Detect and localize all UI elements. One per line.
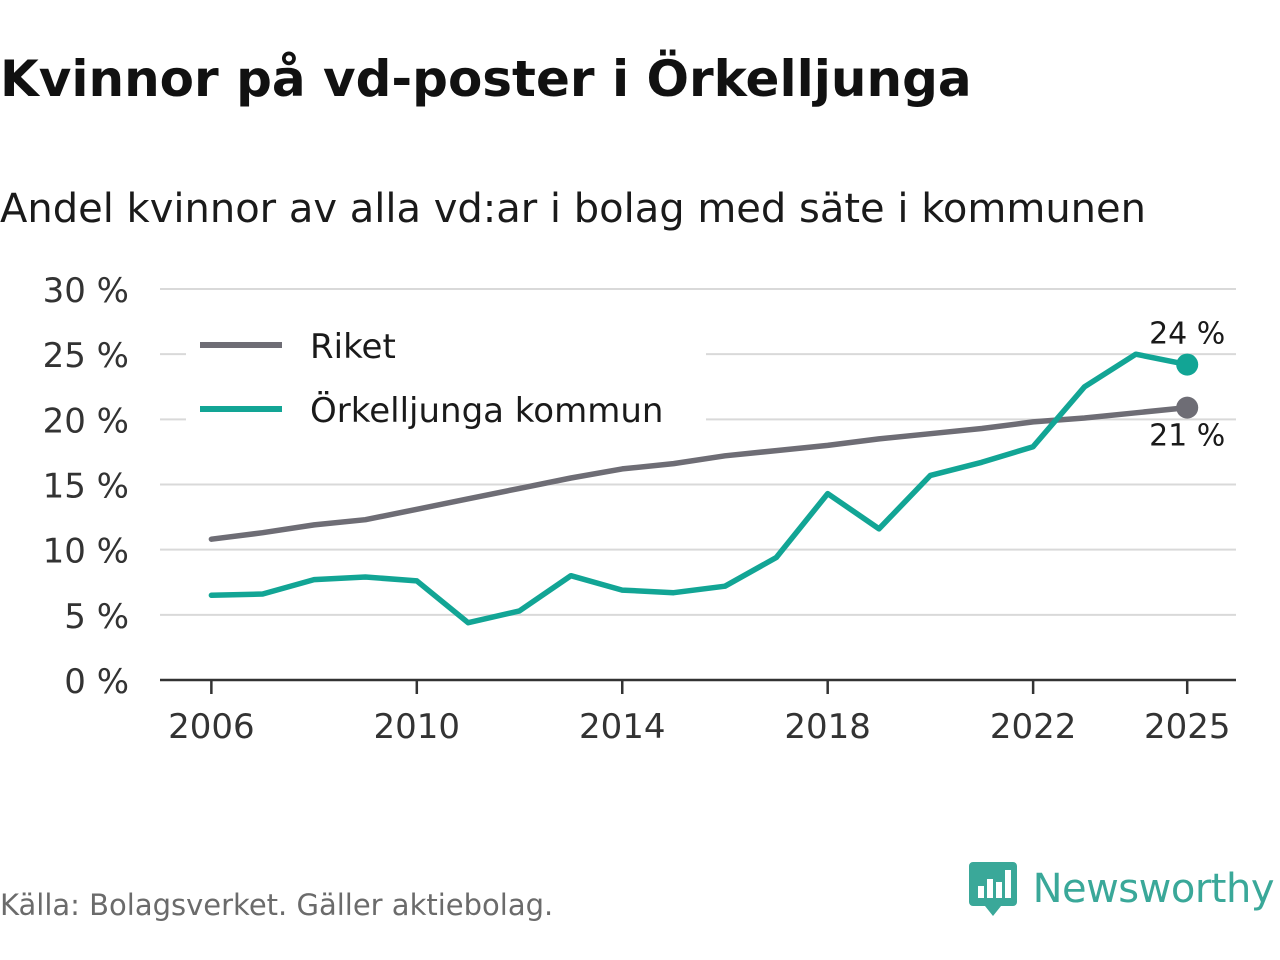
- y-tick-label: 30 %: [43, 271, 129, 311]
- series: [208, 351, 1199, 626]
- x-tick-label: 2018: [784, 707, 871, 747]
- legend: Riket Örkelljunga kommun: [186, 318, 706, 438]
- legend-background: [186, 318, 706, 438]
- newsworthy-logo-icon: [968, 862, 1017, 916]
- end-value-label: 24 %: [1149, 317, 1225, 352]
- y-tick-label: 20 %: [43, 401, 129, 441]
- y-tick-label: 15 %: [43, 467, 129, 507]
- legend-label: Riket: [310, 327, 396, 367]
- end-value-label: 21 %: [1149, 419, 1225, 454]
- y-tick-label: 25 %: [43, 336, 129, 376]
- end-point-marker: [1176, 396, 1199, 419]
- x-tick-label: 2010: [374, 707, 461, 747]
- brand-logo: Newsworthy: [967, 860, 1275, 918]
- x-tick-label: 2006: [168, 707, 255, 747]
- legend-label: Örkelljunga kommun: [310, 390, 663, 431]
- x-tick-label: 2025: [1144, 707, 1231, 747]
- brand-name: Newsworthy: [1032, 866, 1275, 912]
- end-labels: 21 % 24 %: [1149, 317, 1225, 454]
- y-tick-label: 0 %: [64, 662, 129, 702]
- series-line: [208, 404, 1190, 542]
- end-point-marker: [1176, 353, 1199, 376]
- series-line: [208, 351, 1190, 626]
- source-note: Källa: Bolagsverket. Gäller aktiebolag.: [0, 888, 554, 922]
- x-tick-label: 2022: [990, 707, 1077, 747]
- chart-title: Kvinnor på vd-poster i Örkelljunga: [0, 50, 972, 108]
- y-tick-label: 10 %: [43, 532, 129, 572]
- y-tick-label: 5 %: [64, 597, 129, 637]
- x-tick-label: 2014: [579, 707, 666, 747]
- line-chart: 0 % 5 % 10 % 15 % 20 % 25 % 30 % 2006 2010 2014 20…: [43, 271, 1236, 747]
- chart-subtitle: Andel kvinnor av alla vd:ar i bolag med …: [0, 186, 1146, 232]
- axes: 0 % 5 % 10 % 15 % 20 % 25 % 30 % 2006 2010 2014 20…: [43, 271, 1236, 747]
